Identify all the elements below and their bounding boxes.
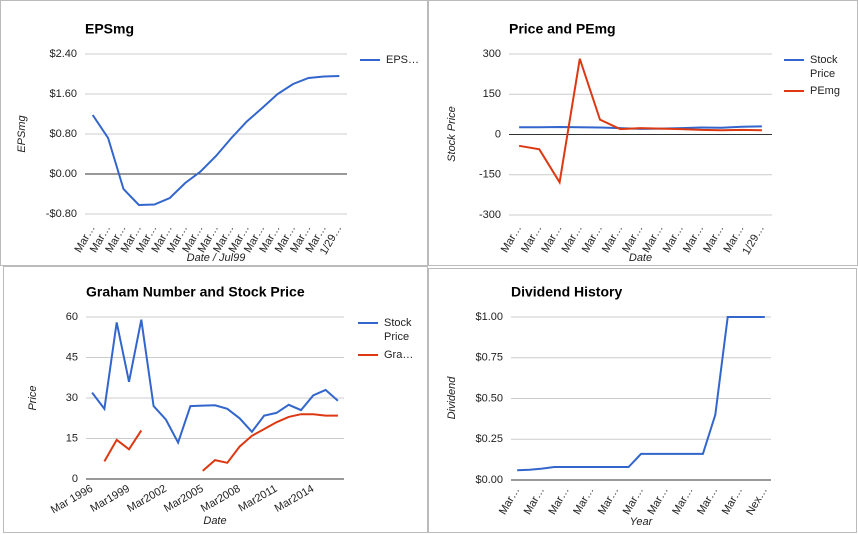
legend-label: Gra… bbox=[384, 349, 414, 361]
x-tick-label: Mar2014 bbox=[273, 483, 317, 515]
legend-label: Stock Price bbox=[384, 317, 412, 343]
data-line bbox=[517, 316, 765, 472]
x-tick-label: Mar… bbox=[571, 485, 596, 517]
x-axis-label: Year bbox=[630, 516, 654, 528]
y-tick-label: $2.40 bbox=[49, 48, 77, 60]
y-tick-label: $1.60 bbox=[49, 88, 77, 100]
x-tick-label: Mar… bbox=[546, 485, 571, 517]
y-tick-label: -150 bbox=[479, 169, 501, 181]
y-tick-label: -$0.80 bbox=[46, 208, 77, 220]
x-tick-label: Nex… bbox=[744, 485, 770, 517]
panel bbox=[428, 268, 857, 533]
y-tick-label: 0 bbox=[72, 473, 78, 485]
data-line bbox=[91, 75, 340, 207]
y-tick-label: 150 bbox=[483, 88, 501, 100]
y-tick-label: 300 bbox=[483, 48, 501, 60]
x-axis-label: Date bbox=[629, 252, 652, 264]
x-tick-label: Mar2011 bbox=[236, 483, 279, 515]
legend-label: Stock Price bbox=[810, 54, 838, 80]
panel bbox=[0, 0, 428, 266]
y-axis-label: EPSmg bbox=[16, 114, 28, 152]
data-line bbox=[103, 413, 338, 472]
x-tick-label: Mar… bbox=[720, 485, 745, 517]
panel bbox=[428, 0, 858, 266]
y-tick-label: 0 bbox=[495, 128, 501, 140]
x-tick-label: Mar… bbox=[596, 485, 621, 517]
legend-label: EPS… bbox=[386, 54, 420, 66]
x-tick-label: Mar… bbox=[621, 485, 646, 517]
x-tick-label: Mar2002 bbox=[125, 483, 169, 515]
x-tick-label: Mar… bbox=[497, 485, 522, 517]
x-tick-label: Mar… bbox=[695, 485, 720, 517]
panel bbox=[3, 266, 428, 533]
chart-title: Graham Number and Stock Price bbox=[86, 284, 305, 300]
y-tick-label: $0.00 bbox=[49, 168, 77, 180]
x-tick-label: Mar… bbox=[670, 485, 695, 517]
y-axis-label: Dividend bbox=[446, 376, 458, 420]
y-tick-label: $0.25 bbox=[475, 433, 503, 445]
y-tick-label: $0.00 bbox=[475, 474, 503, 486]
y-tick-label: 30 bbox=[66, 392, 78, 404]
x-axis-label: Date bbox=[203, 515, 226, 527]
y-tick-label: -300 bbox=[479, 209, 501, 221]
y-axis-label: Price bbox=[27, 385, 39, 410]
x-tick-label: Mar1999 bbox=[88, 483, 132, 515]
chart-title: Dividend History bbox=[511, 284, 622, 300]
chart-title: EPSmg bbox=[85, 21, 134, 37]
y-tick-label: $0.80 bbox=[49, 128, 77, 140]
y-tick-label: $0.50 bbox=[475, 392, 503, 404]
x-tick-label: Mar2005 bbox=[162, 483, 206, 515]
x-tick-label: Mar 1996 bbox=[49, 483, 95, 517]
y-tick-label: $0.75 bbox=[475, 352, 503, 364]
data-line bbox=[91, 319, 339, 446]
y-tick-label: 45 bbox=[66, 351, 78, 363]
data-line bbox=[518, 58, 762, 186]
x-tick-label: Mar… bbox=[646, 485, 671, 517]
y-tick-label: 60 bbox=[66, 311, 78, 323]
legend-label: PEmg bbox=[810, 85, 840, 97]
x-axis-label: Date / Jul99 bbox=[187, 252, 246, 264]
y-axis-label: Stock Price bbox=[446, 106, 458, 162]
y-tick-label: $1.00 bbox=[475, 311, 503, 323]
y-tick-label: 15 bbox=[66, 432, 78, 444]
x-tick-label: Mar2008 bbox=[199, 483, 243, 515]
chart-title: Price and PEmg bbox=[509, 21, 616, 37]
x-tick-label: Mar… bbox=[522, 485, 547, 517]
